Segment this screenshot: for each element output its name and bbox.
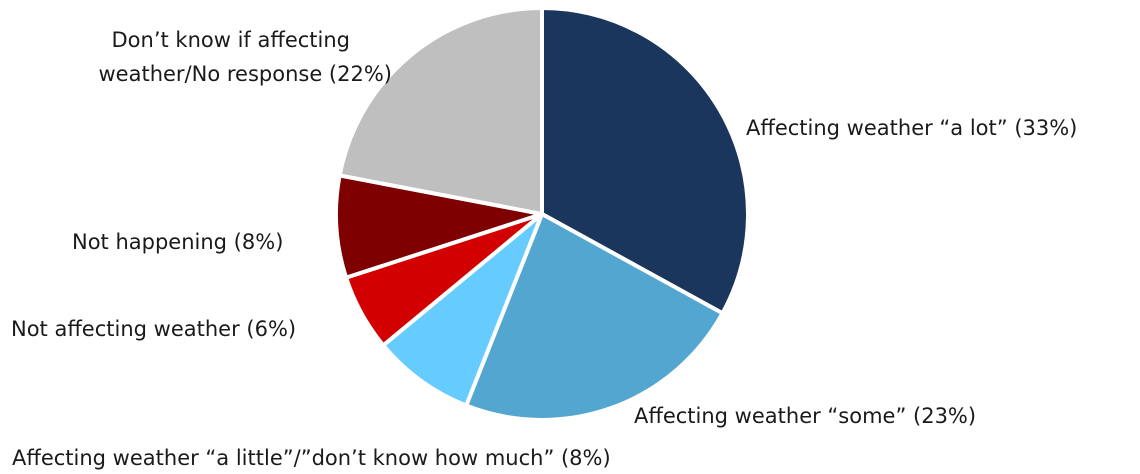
slice-affecting-some (464, 212, 725, 422)
label-affecting-a-lot: Affecting weather “a lot” (33%) (746, 116, 1077, 140)
pie-slices (334, 6, 750, 422)
label-dont-know-line-1: Don’t know if affecting (112, 28, 351, 52)
slice-dont-know (337, 6, 544, 216)
slice-not-happening (334, 173, 544, 280)
slice-affecting-a-little (381, 212, 544, 408)
label-dont-know-line-2: weather/No response (22%) (99, 62, 393, 86)
slice-affecting-a-lot (540, 6, 750, 316)
label-affecting-some: Affecting weather “some” (23%) (634, 404, 976, 428)
label-not-happening: Not happening (8%) (72, 230, 283, 254)
label-affecting-a-little: Affecting weather “a little”/”don’t know… (12, 446, 611, 470)
pie-labels: Affecting weather “a lot” (33%) Affectin… (11, 28, 1077, 470)
label-not-affecting: Not affecting weather (6%) (11, 317, 296, 341)
